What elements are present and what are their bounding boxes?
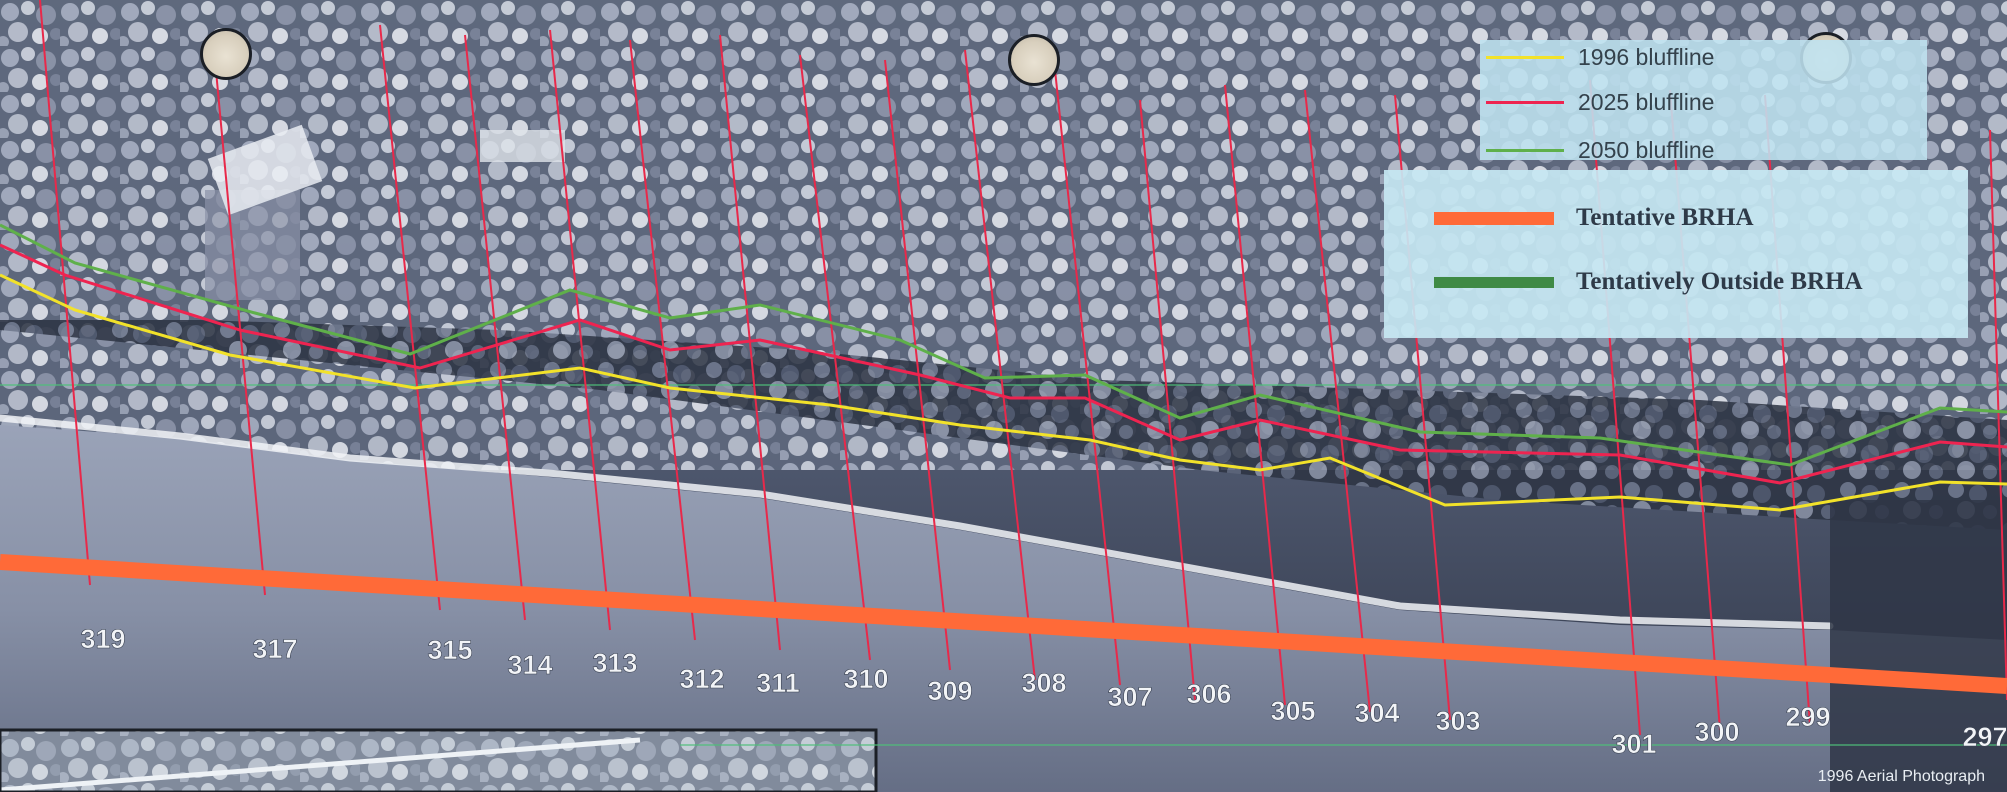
transect-label-317: 317 [252,634,297,664]
transect-label-313: 313 [592,648,637,678]
transect-label-301: 301 [1611,729,1656,759]
transect-label-308: 308 [1021,668,1066,698]
transect-label-311: 311 [756,668,800,698]
bluffline-2050 [0,223,2007,467]
transect-label-304: 304 [1354,698,1399,728]
transect-label-297: 297 [1962,722,2007,752]
legend-item-outside-brha: Tentatively Outside BRHA [1434,268,1863,296]
binder-hole-left [200,28,252,80]
transect-line-304 [1304,89,1371,713]
legend-item-2025: 2025 bluffline [1486,89,1714,116]
legend-brha [1384,170,1968,338]
legend-item-tentative-brha: Tentative BRHA [1434,204,1754,232]
transect-label-309: 309 [927,676,972,706]
transect-label-310: 310 [843,664,888,694]
legend-swatch-2050 [1486,149,1564,152]
transect-label-314: 314 [507,650,552,680]
transect-label-303: 303 [1435,706,1480,736]
tentative-brha-line [0,554,2007,694]
transect-line-309 [884,59,951,671]
transect-line-314 [464,34,526,621]
transect-line-319 [39,0,91,586]
legend-swatch-outside-brha [1434,276,1554,288]
binder-hole-middle [1008,34,1060,86]
legend-swatch-2025 [1486,101,1564,104]
bluffline-1996 [0,273,2007,512]
transect-label-300: 300 [1694,717,1739,747]
legend-label-2050: 2050 bluffline [1578,137,1715,163]
transect-line-312 [629,39,696,641]
transect-labels: 319 317 315 314 313 312 311 310 309 308 307 306 305 3… [80,624,2007,760]
transect-label-306: 306 [1186,679,1231,709]
transect-label-319: 319 [80,624,125,654]
legend-label-2025: 2025 bluffline [1578,89,1715,115]
transect-line-297 [1989,129,2007,701]
transect-line-317 [214,59,266,596]
transect-line-313 [549,29,611,631]
legend-item-2050: 2050 bluffline [1486,137,1714,164]
legend-label-outside-brha: Tentatively Outside BRHA [1576,268,1863,295]
transect-line-315 [379,24,441,611]
transect-label-315: 315 [427,635,472,665]
bluffline-2025 [0,243,2007,485]
transect-line-306 [1139,99,1196,701]
legend-item-1996: 1996 bluffline [1486,44,1714,71]
transect-label-299: 299 [1785,702,1830,732]
transect-line-308 [964,49,1036,681]
legend-label-tentative-brha: Tentative BRHA [1576,204,1754,231]
legend-swatch-1996 [1486,56,1564,59]
transect-label-312: 312 [679,664,724,694]
photo-caption: 1996 Aerial Photograph [1817,768,1985,785]
transect-lines [39,0,2007,736]
legend-swatch-tentative-brha [1434,211,1554,225]
transect-label-307: 307 [1107,682,1152,712]
transect-label-305: 305 [1270,696,1315,726]
legend-label-1996: 1996 bluffline [1578,44,1715,70]
legend-blufflines [1480,40,1927,160]
